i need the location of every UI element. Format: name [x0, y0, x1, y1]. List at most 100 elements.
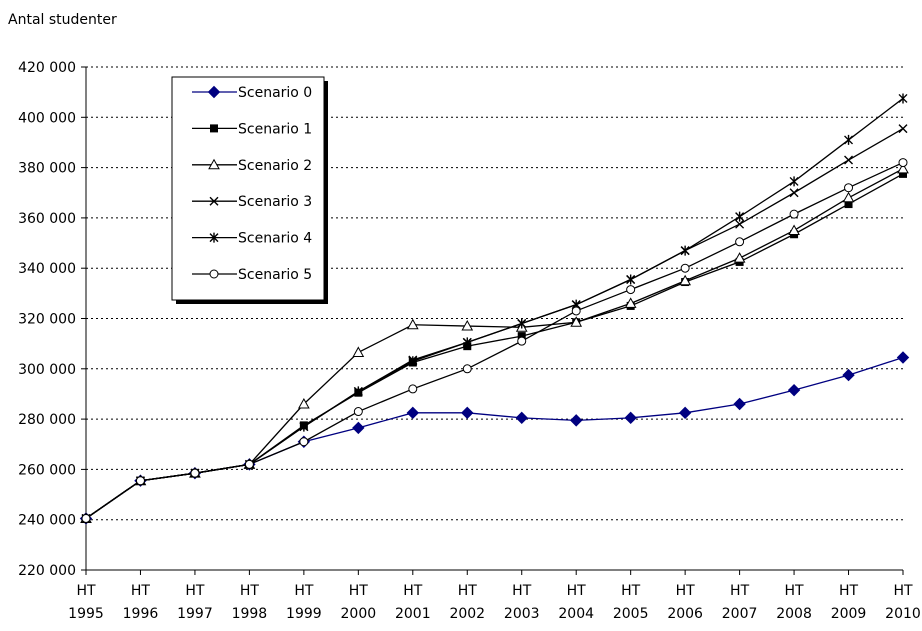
- x-tick-label: 2000: [341, 606, 377, 622]
- data-point: [789, 176, 799, 187]
- data-point: [898, 158, 908, 168]
- data-point: [210, 124, 218, 133]
- x-tick-label: HT: [240, 583, 260, 599]
- data-point: [406, 318, 419, 330]
- data-point: [209, 232, 219, 243]
- data-point: [299, 421, 309, 432]
- data-point: [899, 169, 907, 178]
- data-point: [209, 269, 219, 279]
- legend-label: Scenario 2: [238, 158, 312, 174]
- data-point: [678, 406, 692, 420]
- series-line: [85, 356, 904, 519]
- data-point: [680, 245, 690, 256]
- data-point: [735, 237, 745, 247]
- legend-item: Scenario 2: [192, 158, 312, 174]
- data-point: [353, 386, 363, 397]
- legend-label: Scenario 5: [238, 267, 312, 283]
- data-point: [789, 188, 799, 198]
- data-point: [462, 364, 472, 374]
- x-tick-label: HT: [893, 583, 913, 599]
- data-point: [733, 397, 746, 411]
- legend-item: Scenario 5: [192, 267, 312, 283]
- data-point: [352, 346, 365, 357]
- x-tick-label: HT: [730, 583, 750, 599]
- data-point: [733, 252, 746, 263]
- x-tick-label: 1996: [123, 606, 159, 622]
- data-point: [570, 316, 583, 327]
- data-point: [208, 158, 220, 170]
- x-tick-label: 2006: [667, 606, 703, 622]
- data-point: [517, 336, 527, 346]
- x-tick-label: 2001: [395, 606, 431, 622]
- data-point: [735, 211, 745, 222]
- legend-item: Scenario 1: [192, 121, 312, 137]
- data-point: [571, 306, 581, 316]
- y-tick-label: 220 000: [18, 563, 76, 579]
- data-point: [789, 209, 799, 219]
- y-tick-label: 260 000: [18, 462, 76, 478]
- series-line: [85, 161, 904, 519]
- data-point: [299, 437, 309, 447]
- data-point: [462, 337, 472, 348]
- legend-item: Scenario 0: [192, 85, 312, 101]
- data-point: [842, 368, 855, 382]
- data-point: [408, 356, 418, 367]
- data-point: [679, 274, 691, 286]
- legend-item: Scenario 4: [192, 231, 312, 247]
- x-tick-label: 2009: [831, 606, 867, 622]
- data-point: [515, 411, 528, 425]
- x-tick-label: 2002: [449, 606, 485, 622]
- y-tick-label: 340 000: [18, 261, 76, 277]
- x-tick-label: 2005: [613, 606, 649, 622]
- data-point: [898, 93, 908, 104]
- series-0: [79, 351, 910, 525]
- y-tick-label: 240 000: [18, 513, 76, 529]
- data-point: [788, 224, 800, 235]
- x-tick-label: HT: [567, 583, 587, 599]
- x-tick-label: 1995: [68, 606, 104, 622]
- legend-label: Scenario 4: [238, 231, 312, 247]
- y-tick-label: 420 000: [18, 60, 76, 76]
- y-tick-label: 320 000: [18, 312, 76, 328]
- data-point: [626, 285, 636, 295]
- data-point: [408, 384, 418, 394]
- data-point: [842, 191, 855, 203]
- data-point: [298, 397, 310, 409]
- data-point: [735, 219, 745, 229]
- y-tick-label: 400 000: [18, 110, 76, 126]
- data-point: [844, 155, 854, 165]
- y-tick-label: 380 000: [18, 161, 76, 177]
- x-tick-label: HT: [839, 583, 859, 599]
- data-point: [244, 459, 254, 469]
- data-point: [844, 200, 853, 209]
- x-tick-label: HT: [76, 583, 96, 599]
- data-point: [844, 134, 854, 145]
- legend-label: Scenario 1: [238, 121, 312, 137]
- data-point: [461, 406, 474, 420]
- y-tick-label: 280 000: [18, 412, 76, 428]
- data-point: [352, 421, 365, 435]
- data-point: [135, 476, 145, 486]
- x-tick-label: 2010: [885, 606, 921, 622]
- data-point: [624, 411, 637, 425]
- y-tick-label: 360 000: [18, 211, 76, 227]
- data-point: [624, 297, 637, 308]
- data-point: [406, 406, 420, 420]
- x-tick-label: HT: [131, 583, 151, 599]
- y-axis-title: Antal studenter: [8, 12, 117, 28]
- data-point: [569, 414, 583, 427]
- x-tick-label: 1999: [286, 606, 322, 622]
- data-point: [207, 85, 221, 99]
- data-point: [844, 183, 854, 193]
- x-tick-label: HT: [676, 583, 696, 599]
- x-tick-label: 2003: [504, 606, 540, 622]
- data-point: [353, 407, 363, 417]
- x-tick-label: HT: [349, 583, 369, 599]
- x-tick-label: HT: [403, 583, 423, 599]
- x-tick-label: 1998: [232, 606, 268, 622]
- data-point: [517, 332, 526, 341]
- x-tick-label: HT: [621, 583, 641, 599]
- y-tick-label: 300 000: [18, 362, 76, 378]
- x-tick-label: HT: [185, 583, 205, 599]
